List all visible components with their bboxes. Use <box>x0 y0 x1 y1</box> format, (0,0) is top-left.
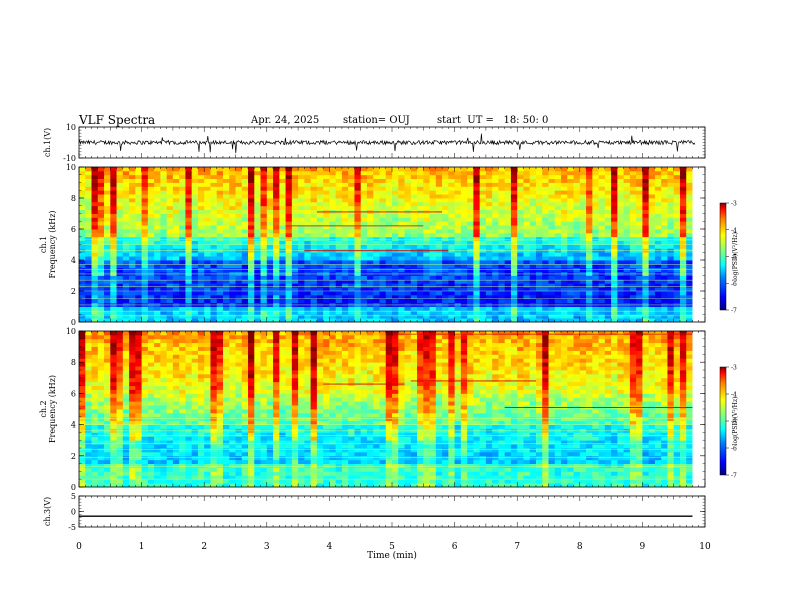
ch1-spectrogram-ylabel: ch.1 <box>39 236 48 253</box>
ch2-spectrogram-colorbar-label: log(PSD)(V²/Hz) <box>732 397 739 446</box>
ch2-spectrogram-colorbar-tick-label: -3 <box>731 365 737 372</box>
ch1-waveform-line <box>78 133 696 154</box>
ch2-spectrogram-ylabel: Frequency (kHz) <box>48 375 57 443</box>
ch1-spectrogram-colorbar-tick-label: -5 <box>731 254 737 261</box>
x-tick-label: 4 <box>327 542 333 552</box>
x-tick-label: 0 <box>76 542 82 552</box>
ch2-spectrogram-colorbar <box>719 366 727 476</box>
x-tick-label: 8 <box>577 542 583 552</box>
ch3-waveform-ytick-label: 5 <box>71 492 76 501</box>
ch1-spectrogram-colorbar-tick-label: -4 <box>731 227 737 234</box>
ch2-spectrogram-ytick-label: 0 <box>71 483 76 492</box>
x-tick-label: 2 <box>201 542 207 552</box>
ch1-spectrogram-ytick-label: 6 <box>71 225 76 234</box>
x-tick-label: 5 <box>389 542 395 552</box>
ch1-spectrogram-ytick-label: 4 <box>71 256 76 265</box>
ch1-spectrogram-ytick-label: 10 <box>66 163 76 172</box>
ch2-spectrogram-ytick-label: 2 <box>71 452 76 461</box>
ch1-waveform-ytick-label: 10 <box>66 123 76 132</box>
x-tick-label: 7 <box>514 542 520 552</box>
ch1-spectrogram-ytick-label: 0 <box>71 318 76 327</box>
ch2-spectrogram-colorbar-tick-label: -4 <box>731 392 737 399</box>
ch1-spectrogram-cells <box>79 167 705 323</box>
ch2-spectrogram-ytick-label: 6 <box>71 389 76 398</box>
date-label: Apr. 24, 2025 <box>251 115 320 126</box>
ch2-spectrogram-colorbar-tick-label: -6 <box>731 446 737 453</box>
ch1-spectrogram-ylabel: Frequency (kHz) <box>48 210 57 278</box>
start-time-label: start UT = 18: 50: 0 <box>437 115 549 126</box>
ch3-waveform-ytick-label: 0 <box>71 508 76 517</box>
figure-title: VLF Spectra <box>79 113 156 127</box>
ch1-waveform-ytick-label: -10 <box>63 154 76 163</box>
ch2-spectrogram-ylabel: ch.2 <box>39 400 48 417</box>
ch1-spectrogram-colorbar-tick-label: -7 <box>731 308 737 315</box>
ch1-spectrogram-ytick-label: 2 <box>71 287 76 296</box>
x-tick-label: 9 <box>640 542 646 552</box>
x-tick-label: 3 <box>264 542 270 552</box>
ch1-spectrogram-colorbar-label: log(PSD)(V²/Hz) <box>732 232 739 281</box>
ch1-spectrogram-colorbar-tick-label: -6 <box>731 281 737 288</box>
x-tick-label: 1 <box>139 542 145 552</box>
station-label: station= OUJ <box>343 115 410 126</box>
ch1-spectrogram-colorbar <box>719 202 727 311</box>
ch2-spectrogram-ytick-label: 4 <box>71 421 76 430</box>
ch2-spectrogram-ytick-label: 10 <box>66 327 76 336</box>
ch3-waveform-ylabel: ch.3(V) <box>43 497 52 526</box>
ch1-spectrogram-colorbar-tick-label: -3 <box>731 201 737 208</box>
x-axis-label: Time (min) <box>367 550 417 561</box>
ch2-spectrogram-cells <box>79 331 705 488</box>
ch2-spectrogram-colorbar-tick-label: -7 <box>731 473 737 480</box>
x-tick-label: 10 <box>699 542 711 552</box>
ch2-spectrogram-ytick-label: 8 <box>71 358 76 367</box>
ch1-waveform-ylabel: ch.1(V) <box>43 128 52 157</box>
ch1-spectrogram-ytick-label: 8 <box>71 194 76 203</box>
ch3-waveform-ytick-label: -5 <box>68 523 76 532</box>
x-tick-label: 6 <box>452 542 458 552</box>
ch2-spectrogram-colorbar-tick-label: -5 <box>731 419 737 426</box>
